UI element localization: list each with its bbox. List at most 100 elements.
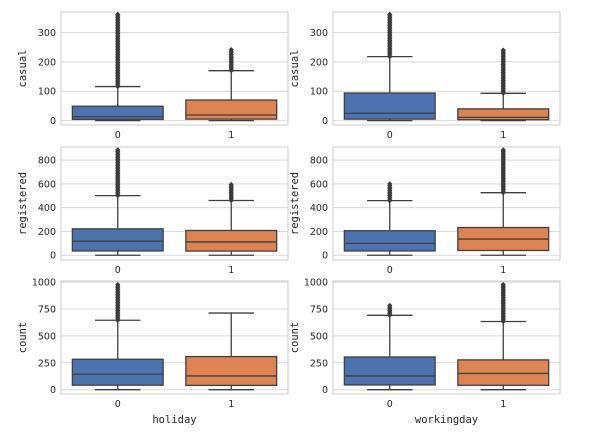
outlier-points: [228, 46, 234, 74]
y-tick-label: 0: [322, 385, 328, 396]
axes-frame: [332, 11, 561, 126]
box-body: [71, 105, 164, 121]
y-axis-label: count: [289, 322, 301, 354]
outlier-point: [500, 281, 506, 288]
y-tick-label: 750: [38, 304, 56, 315]
box-body: [185, 229, 278, 252]
box-1: [185, 312, 278, 391]
panel-workingday-casual: 0 100 200 300 0 1 casual: [289, 11, 561, 141]
box-body: [343, 92, 436, 120]
panel-holiday-count: 0 250 500 750 1000 0 1 count holiday: [17, 278, 289, 426]
outlier-points: [228, 181, 234, 204]
box-1: [457, 47, 550, 122]
axes-frame: [332, 280, 561, 395]
y-tick-label: 200: [38, 57, 56, 68]
box-0: [343, 302, 436, 391]
box-1: [185, 181, 278, 256]
y-tick-label: 0: [322, 251, 328, 262]
outlier-points: [500, 281, 506, 325]
y-tick-label: 250: [310, 358, 328, 369]
y-tick-label: 600: [38, 179, 56, 190]
x-tick-label: 0: [115, 399, 121, 410]
box-0: [343, 11, 436, 122]
outlier-point: [228, 181, 234, 188]
y-tick-label: 0: [50, 251, 56, 262]
x-tick-label: 0: [387, 399, 393, 410]
y-tick-label: 500: [38, 331, 56, 342]
x-tick-label: 1: [500, 399, 506, 410]
x-axis-label: holiday: [152, 414, 196, 426]
box-0: [71, 11, 164, 122]
box-body: [71, 228, 164, 252]
box-0: [71, 147, 164, 256]
y-tick-label: 1000: [32, 278, 56, 289]
box-body: [71, 358, 164, 386]
outlier-points: [115, 11, 121, 90]
box-body: [185, 99, 278, 120]
outlier-points: [387, 302, 393, 318]
outlier-point: [228, 46, 234, 53]
y-axis-label: casual: [289, 50, 301, 88]
y-tick-label: 0: [50, 385, 56, 396]
panel-holiday-casual: 0 100 200 300 0 1 casual: [17, 11, 289, 141]
panel-workingday-count: 0 250 500 750 1000 0 1 count workingday: [289, 278, 561, 426]
outlier-points: [387, 181, 393, 204]
outlier-point: [115, 147, 121, 153]
box-body: [457, 108, 550, 121]
y-tick-label: 400: [38, 203, 56, 214]
box-0: [343, 181, 436, 256]
axes-frame: [60, 11, 289, 126]
outlier-point: [115, 11, 121, 17]
x-tick-label: 0: [115, 130, 121, 141]
y-axis-label: count: [17, 322, 29, 354]
panel-workingday-registered: 0 200 400 600 800 0 1 registered: [289, 146, 561, 276]
axes-frame: [60, 146, 289, 261]
x-tick-label: 1: [228, 130, 234, 141]
y-tick-label: 200: [310, 227, 328, 238]
y-axis-label: casual: [17, 50, 29, 88]
x-tick-label: 0: [387, 265, 393, 276]
y-tick-label: 0: [50, 116, 56, 127]
box-body: [343, 356, 436, 386]
y-tick-label: 500: [310, 331, 328, 342]
box-body: [457, 359, 550, 386]
y-tick-label: 250: [38, 358, 56, 369]
y-axis-label: registered: [289, 172, 301, 235]
x-tick-label: 1: [500, 265, 506, 276]
x-tick-label: 1: [228, 399, 234, 410]
axes-frame: [332, 146, 561, 261]
outlier-point: [387, 11, 393, 17]
box-body: [343, 230, 436, 252]
outlier-points: [500, 47, 506, 96]
y-tick-label: 400: [310, 203, 328, 214]
y-tick-label: 800: [310, 156, 328, 167]
y-tick-label: 100: [310, 87, 328, 98]
y-tick-label: 300: [38, 28, 56, 39]
y-tick-label: 0: [322, 116, 328, 127]
outlier-point: [500, 147, 506, 153]
box-body: [185, 355, 278, 387]
x-tick-label: 0: [387, 130, 393, 141]
y-tick-label: 600: [310, 179, 328, 190]
axes-frame: [60, 280, 289, 395]
panel-holiday-registered: 0 200 400 600 800 0 1 registered: [17, 146, 289, 276]
y-axis-label: registered: [17, 172, 29, 235]
y-tick-label: 100: [38, 87, 56, 98]
y-tick-label: 1000: [304, 278, 328, 289]
box-1: [457, 281, 550, 391]
x-tick-label: 0: [115, 265, 121, 276]
y-tick-label: 200: [38, 227, 56, 238]
box-0: [71, 281, 164, 391]
outlier-points: [387, 11, 393, 60]
outlier-points: [500, 147, 506, 196]
outlier-point: [387, 181, 393, 187]
outlier-points: [115, 147, 121, 199]
outlier-points: [115, 281, 121, 323]
box-1: [185, 46, 278, 122]
y-tick-label: 750: [310, 304, 328, 315]
x-tick-label: 1: [228, 265, 234, 276]
outlier-point: [500, 47, 506, 53]
x-tick-label: 1: [500, 130, 506, 141]
y-tick-label: 200: [310, 57, 328, 68]
